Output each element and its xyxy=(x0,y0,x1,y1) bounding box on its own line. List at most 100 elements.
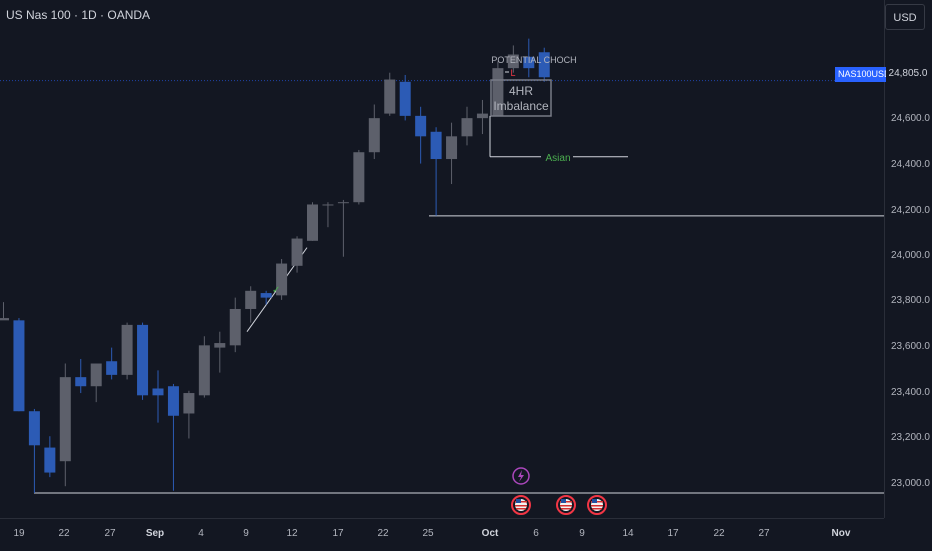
candle xyxy=(198,336,210,398)
price-axis[interactable]: 24,600.0 24,400.0 24,200.0 24,000.0 23,800.0… xyxy=(884,0,932,518)
time-axis-label: Oct xyxy=(481,528,499,539)
candle xyxy=(276,259,288,300)
candle xyxy=(291,236,303,273)
price-axis-label: 23,800.0 xyxy=(891,295,930,306)
time-axis-label: 19 xyxy=(13,528,25,539)
us-flag-stripe xyxy=(560,505,572,507)
candle xyxy=(0,302,9,321)
lightning-icon-bolt xyxy=(518,470,524,482)
price-axis-label: 23,600.0 xyxy=(891,341,930,352)
candle-body xyxy=(13,320,25,412)
imbalance-label-line2: Imbalance xyxy=(493,99,549,113)
candle xyxy=(90,363,102,403)
candle xyxy=(137,322,149,400)
currency-button[interactable]: USD xyxy=(885,4,925,30)
candle xyxy=(183,390,195,439)
candle-body xyxy=(229,308,241,346)
us-flag-icon[interactable] xyxy=(556,495,576,515)
candle xyxy=(492,61,504,116)
chart-area[interactable]: POTENTIAL CHOCH L 4HR Imbalance Asian ✓ US Na… xyxy=(0,0,884,518)
candle-body xyxy=(492,68,504,116)
candle-body xyxy=(307,204,318,241)
us-flag-stripe xyxy=(592,508,602,510)
candle xyxy=(245,286,257,323)
candle-body xyxy=(276,263,288,296)
price-axis-label: 24,000.0 xyxy=(891,250,930,261)
time-axis-label: 14 xyxy=(622,528,634,539)
current-price-tag: 24,805.0 xyxy=(886,66,930,82)
candle-body xyxy=(121,324,133,375)
candle xyxy=(446,122,458,185)
candle-body xyxy=(538,52,550,78)
candle xyxy=(152,370,164,423)
candle-body xyxy=(322,204,334,206)
chart-title: US Nas 100 · 1D · OANDA xyxy=(6,8,151,22)
candle-body xyxy=(368,118,380,153)
price-axis-label: 23,200.0 xyxy=(891,432,930,443)
time-axis-label: 6 xyxy=(533,528,539,539)
candle-body xyxy=(384,79,396,114)
candle xyxy=(59,363,71,487)
candle xyxy=(399,74,411,121)
candle-body xyxy=(446,136,458,160)
candle-body xyxy=(0,318,9,321)
candle-body xyxy=(214,343,226,348)
candle xyxy=(476,99,488,135)
candle xyxy=(44,436,56,478)
time-axis[interactable]: 19 22 27 Sep 4 9 12 17 22 25 Oct 6 9 14 17 22 27 Nov xyxy=(0,518,884,551)
us-flag-stripe xyxy=(561,508,571,510)
time-axis-label: 4 xyxy=(198,528,204,539)
us-flag-canton xyxy=(516,499,521,503)
candle-body xyxy=(167,386,179,416)
candle xyxy=(13,318,25,412)
candle xyxy=(461,106,473,146)
time-axis-label: 17 xyxy=(332,528,344,539)
candle xyxy=(368,104,380,160)
candle xyxy=(507,45,519,73)
candle-body xyxy=(75,377,87,387)
candle xyxy=(353,149,365,205)
candle xyxy=(229,297,241,353)
candle-body xyxy=(137,324,149,396)
candle-body xyxy=(399,81,411,116)
candle-body xyxy=(152,388,164,396)
us-flag-canton xyxy=(561,499,566,503)
time-axis-label: 27 xyxy=(104,528,116,539)
time-axis-label: Nov xyxy=(831,528,851,539)
candle-body xyxy=(353,152,365,203)
candle-body xyxy=(461,118,473,137)
candle-body xyxy=(507,54,519,69)
candle-body xyxy=(260,293,272,298)
us-flag-canton xyxy=(592,499,597,503)
candle xyxy=(260,290,272,305)
choch-label: POTENTIAL CHOCH xyxy=(491,55,576,65)
candle-body xyxy=(44,447,56,473)
time-axis-label: 9 xyxy=(579,528,585,539)
symbol-tag: NAS100USD xyxy=(835,67,894,82)
candle-body xyxy=(90,363,102,387)
time-axis-label: Sep xyxy=(145,528,165,539)
us-flag-icon[interactable] xyxy=(587,495,607,515)
lightning-icon[interactable] xyxy=(512,467,530,485)
candle-body xyxy=(337,202,349,204)
candle xyxy=(538,47,550,82)
price-axis-label: 23,000.0 xyxy=(891,478,930,489)
candle xyxy=(415,106,427,164)
candle-body xyxy=(476,113,488,119)
candle-body xyxy=(59,377,71,462)
time-axis-label: 22 xyxy=(713,528,725,539)
time-axis-label: 27 xyxy=(758,528,770,539)
candle xyxy=(106,347,118,380)
time-axis-label: 9 xyxy=(243,528,249,539)
candle-body xyxy=(291,238,303,266)
candle xyxy=(214,331,226,373)
price-axis-label: 23,400.0 xyxy=(891,387,930,398)
candle-body xyxy=(523,56,535,69)
candle-body xyxy=(106,361,118,375)
candle-body xyxy=(28,411,40,446)
us-flag-icon[interactable] xyxy=(511,495,531,515)
imbalance-label-line1: 4HR xyxy=(509,84,533,98)
candle xyxy=(28,408,40,494)
time-axis-label: 17 xyxy=(667,528,679,539)
